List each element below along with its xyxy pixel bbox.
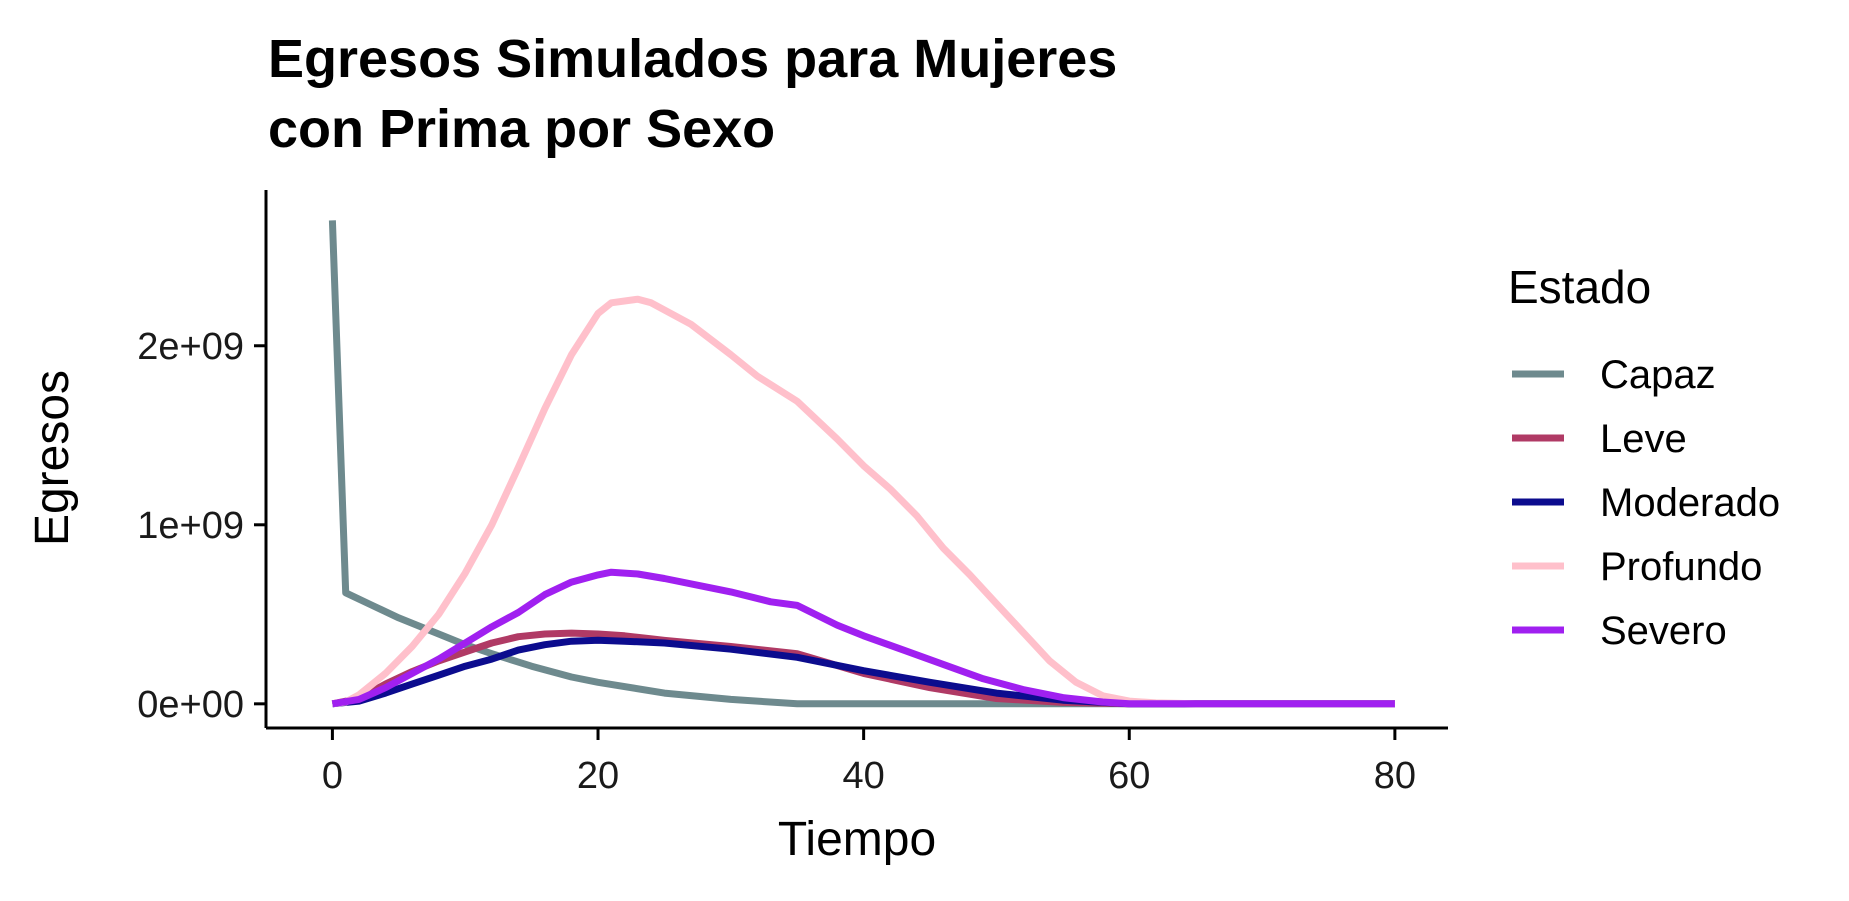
legend-label-leve: Leve [1600,417,1687,461]
x-ticks: 0 20 40 60 80 [322,728,1416,797]
series-layer [328,220,1395,708]
legend-items: Capaz Leve Moderado Profundo Severo [1512,353,1780,653]
y-tick-label: 1e+09 [137,505,244,547]
chart-title-line-1: Egresos Simulados para Mujeres [268,29,1117,89]
x-axis-title: Tiempo [778,813,936,866]
legend-label-moderado: Moderado [1600,481,1780,525]
series-line-moderado [332,636,1395,708]
legend-label-profundo: Profundo [1600,545,1762,589]
y-axis-title: Egresos [26,370,79,546]
series-line-severo [331,568,1395,708]
legend-label-capaz: Capaz [1600,353,1716,397]
series-line-capaz [328,220,1395,708]
series-line-profundo [331,295,1395,708]
legend-title: Estado [1508,261,1651,313]
y-tick-label: 2e+09 [137,326,244,368]
y-ticks: 0e+00 1e+09 2e+09 [137,326,266,726]
x-tick-label: 40 [842,755,884,797]
x-tick-label: 20 [577,755,619,797]
legend-label-severo: Severo [1600,609,1727,653]
legend: Estado Capaz Leve Moderado Profundo Severo [1508,261,1780,653]
x-tick-label: 60 [1108,755,1150,797]
x-tick-label: 80 [1374,755,1416,797]
x-tick-label: 0 [322,755,343,797]
chart-title-line-2: con Prima por Sexo [268,99,775,159]
y-tick-label: 0e+00 [137,684,244,726]
